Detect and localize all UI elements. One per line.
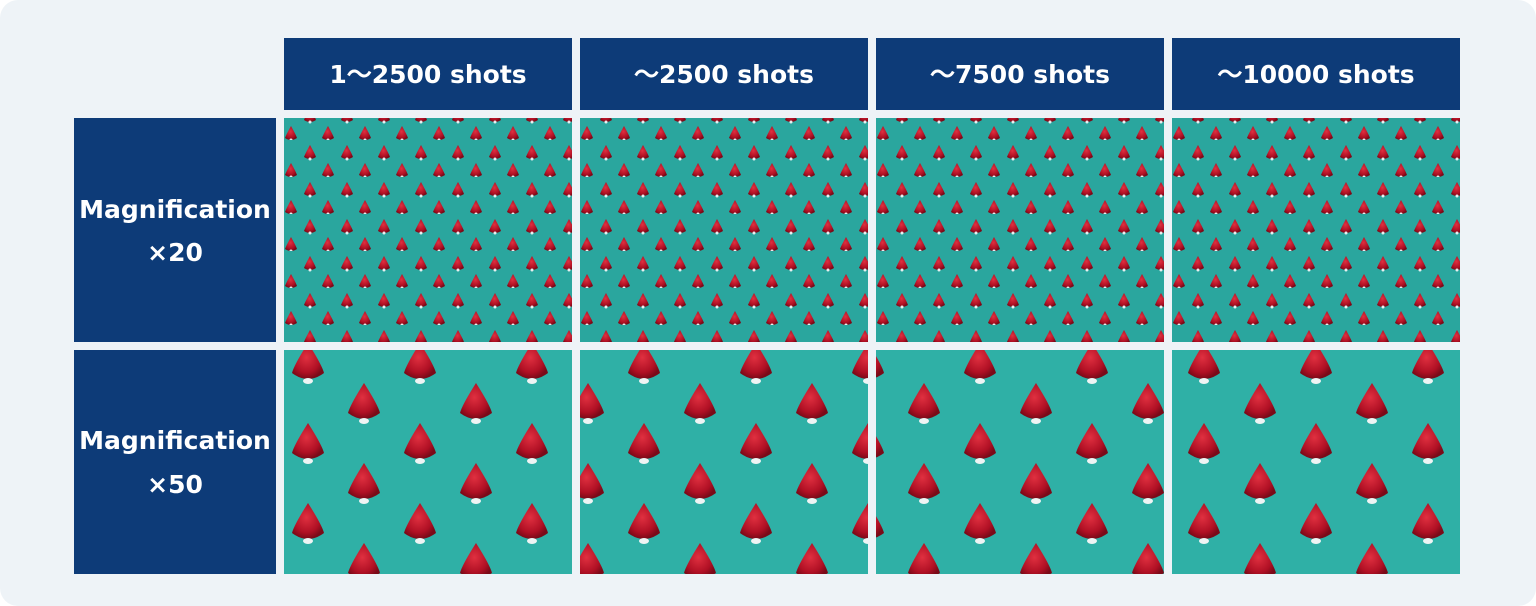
column-header: 〜10000 shots: [1217, 60, 1414, 89]
column-header: 〜7500 shots: [930, 60, 1110, 89]
column-header: 1〜2500 shots: [329, 60, 526, 89]
micrograph: [284, 350, 572, 574]
column-headers: 1〜2500 shots 〜2500 shots 〜7500 shots 〜10…: [284, 38, 1460, 110]
header-cell: [284, 38, 572, 110]
row-header-cell: [74, 350, 276, 574]
header-cell: [1172, 38, 1460, 110]
micrographs: [284, 118, 1460, 574]
row-label: Magnification: [79, 426, 271, 455]
column-header: 〜2500 shots: [634, 60, 814, 89]
row-label: Magnification: [79, 195, 271, 224]
micrograph: [1172, 118, 1460, 342]
header-cell: [876, 38, 1164, 110]
micrograph: [580, 350, 868, 574]
row-headers: Magnification ×20 Magnification ×50: [74, 118, 276, 574]
micrograph: [1172, 350, 1460, 574]
micrograph: [876, 118, 1164, 342]
micrograph: [580, 118, 868, 342]
header-cell: [580, 38, 868, 110]
row-header-cell: [74, 118, 276, 342]
micrograph: [876, 350, 1164, 574]
row-scale: ×20: [147, 238, 203, 267]
micrograph: [284, 118, 572, 342]
row-scale: ×50: [147, 470, 203, 499]
